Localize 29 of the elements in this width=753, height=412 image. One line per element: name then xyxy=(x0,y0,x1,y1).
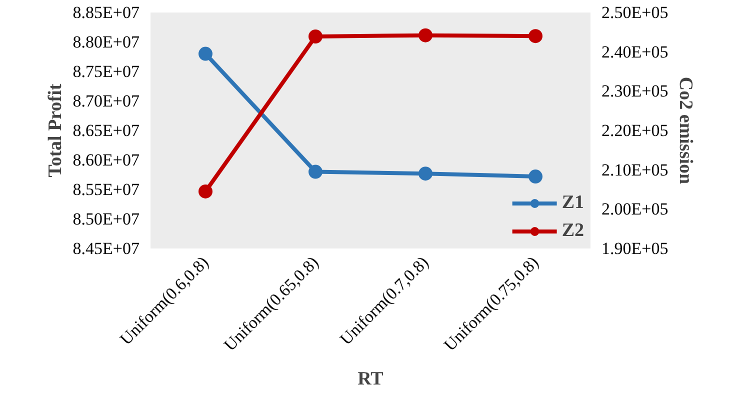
point xyxy=(418,28,432,42)
point xyxy=(528,29,542,44)
y-tick-label: 8.65E+07 xyxy=(72,121,140,140)
y2-axis-title: Co2 emission xyxy=(675,76,696,185)
point xyxy=(198,46,212,61)
point xyxy=(198,184,212,198)
point xyxy=(418,166,432,181)
y2-tick-label: 2.30E+05 xyxy=(602,82,668,101)
x-axis-title: RT xyxy=(358,368,384,390)
y-tick-label: 8.50E+07 xyxy=(72,210,140,228)
y-tick-label: 8.70E+07 xyxy=(72,92,140,110)
point xyxy=(528,170,542,184)
y2-tick-label: 2.00E+05 xyxy=(602,200,668,219)
y-tick-label: 8.60E+07 xyxy=(72,150,140,170)
y2-tick-label: 1.90E+05 xyxy=(602,239,668,258)
y2-tick-label: 2.40E+05 xyxy=(602,42,668,62)
y-tick-label: 8.75E+07 xyxy=(72,62,140,81)
y-tick-label: 8.45E+07 xyxy=(72,239,140,258)
y-tick-label: 8.80E+07 xyxy=(72,32,140,52)
point xyxy=(308,30,322,44)
y2-tick-label: 2.10E+05 xyxy=(602,160,668,180)
legend-label: Z2 xyxy=(562,220,584,242)
y-tick-label: 8.55E+07 xyxy=(72,180,140,199)
y-axis-title: Total Profit xyxy=(44,83,66,178)
y2-tick-label: 2.20E+05 xyxy=(602,121,668,140)
legend-label: Z1 xyxy=(562,192,584,214)
point xyxy=(308,164,322,179)
y2-tick-label: 2.50E+05 xyxy=(602,3,668,22)
y-tick-label: 8.85E+07 xyxy=(72,3,140,22)
